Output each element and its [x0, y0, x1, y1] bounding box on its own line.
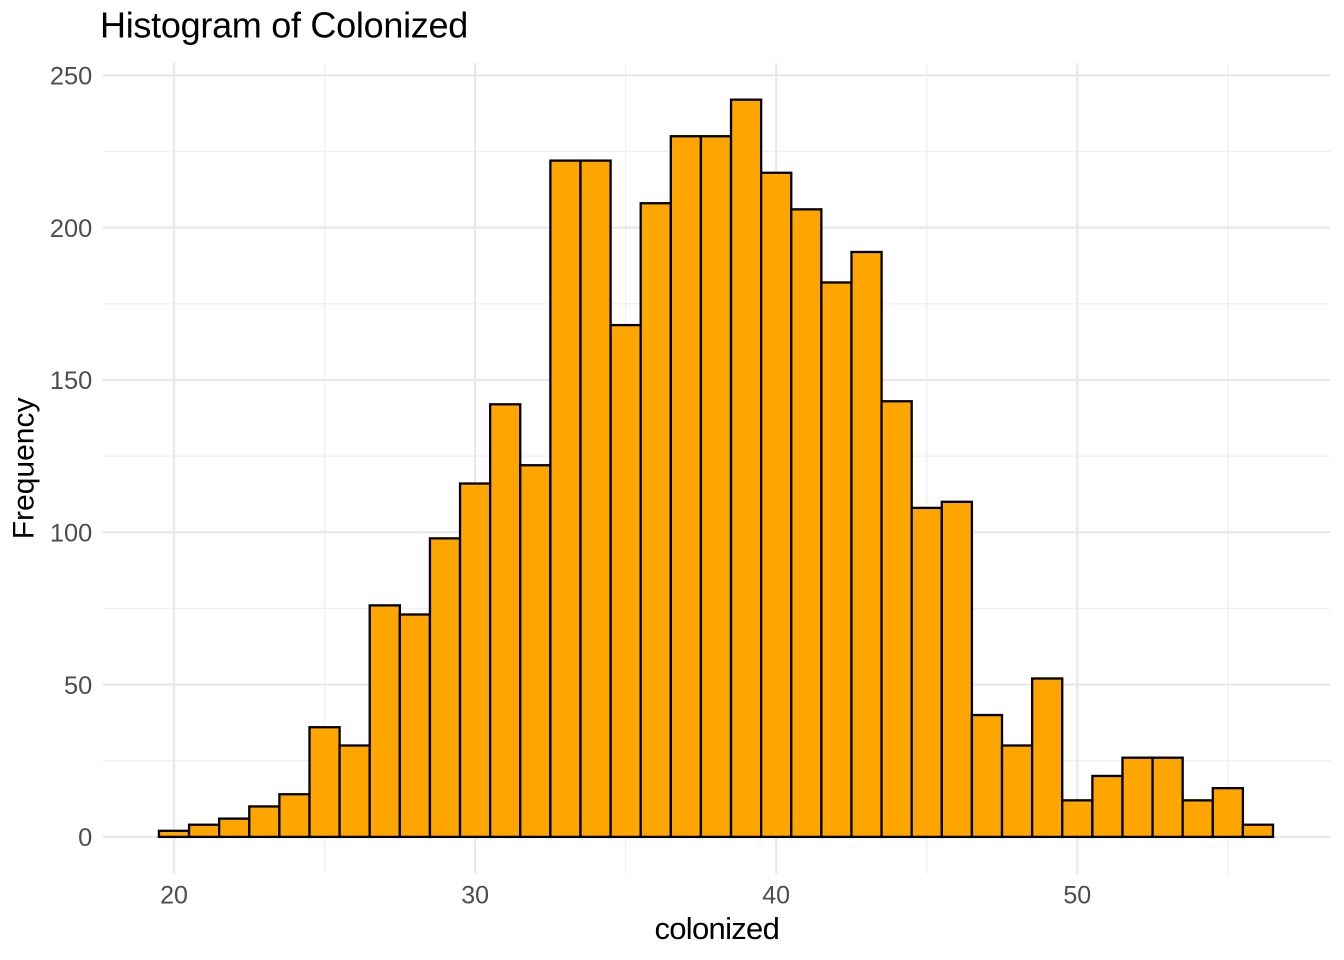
svg-text:colonized: colonized: [654, 911, 779, 946]
svg-text:100: 100: [50, 519, 92, 547]
svg-text:20: 20: [160, 882, 188, 910]
svg-text:30: 30: [461, 882, 489, 910]
svg-text:50: 50: [1063, 882, 1091, 910]
svg-text:250: 250: [50, 63, 92, 91]
svg-text:50: 50: [64, 672, 92, 700]
svg-text:Histogram of Colonized: Histogram of Colonized: [100, 4, 468, 45]
svg-text:40: 40: [762, 882, 790, 910]
svg-text:150: 150: [50, 367, 92, 395]
svg-text:Frequency: Frequency: [8, 398, 41, 540]
svg-text:0: 0: [78, 824, 92, 852]
svg-text:200: 200: [50, 215, 92, 243]
